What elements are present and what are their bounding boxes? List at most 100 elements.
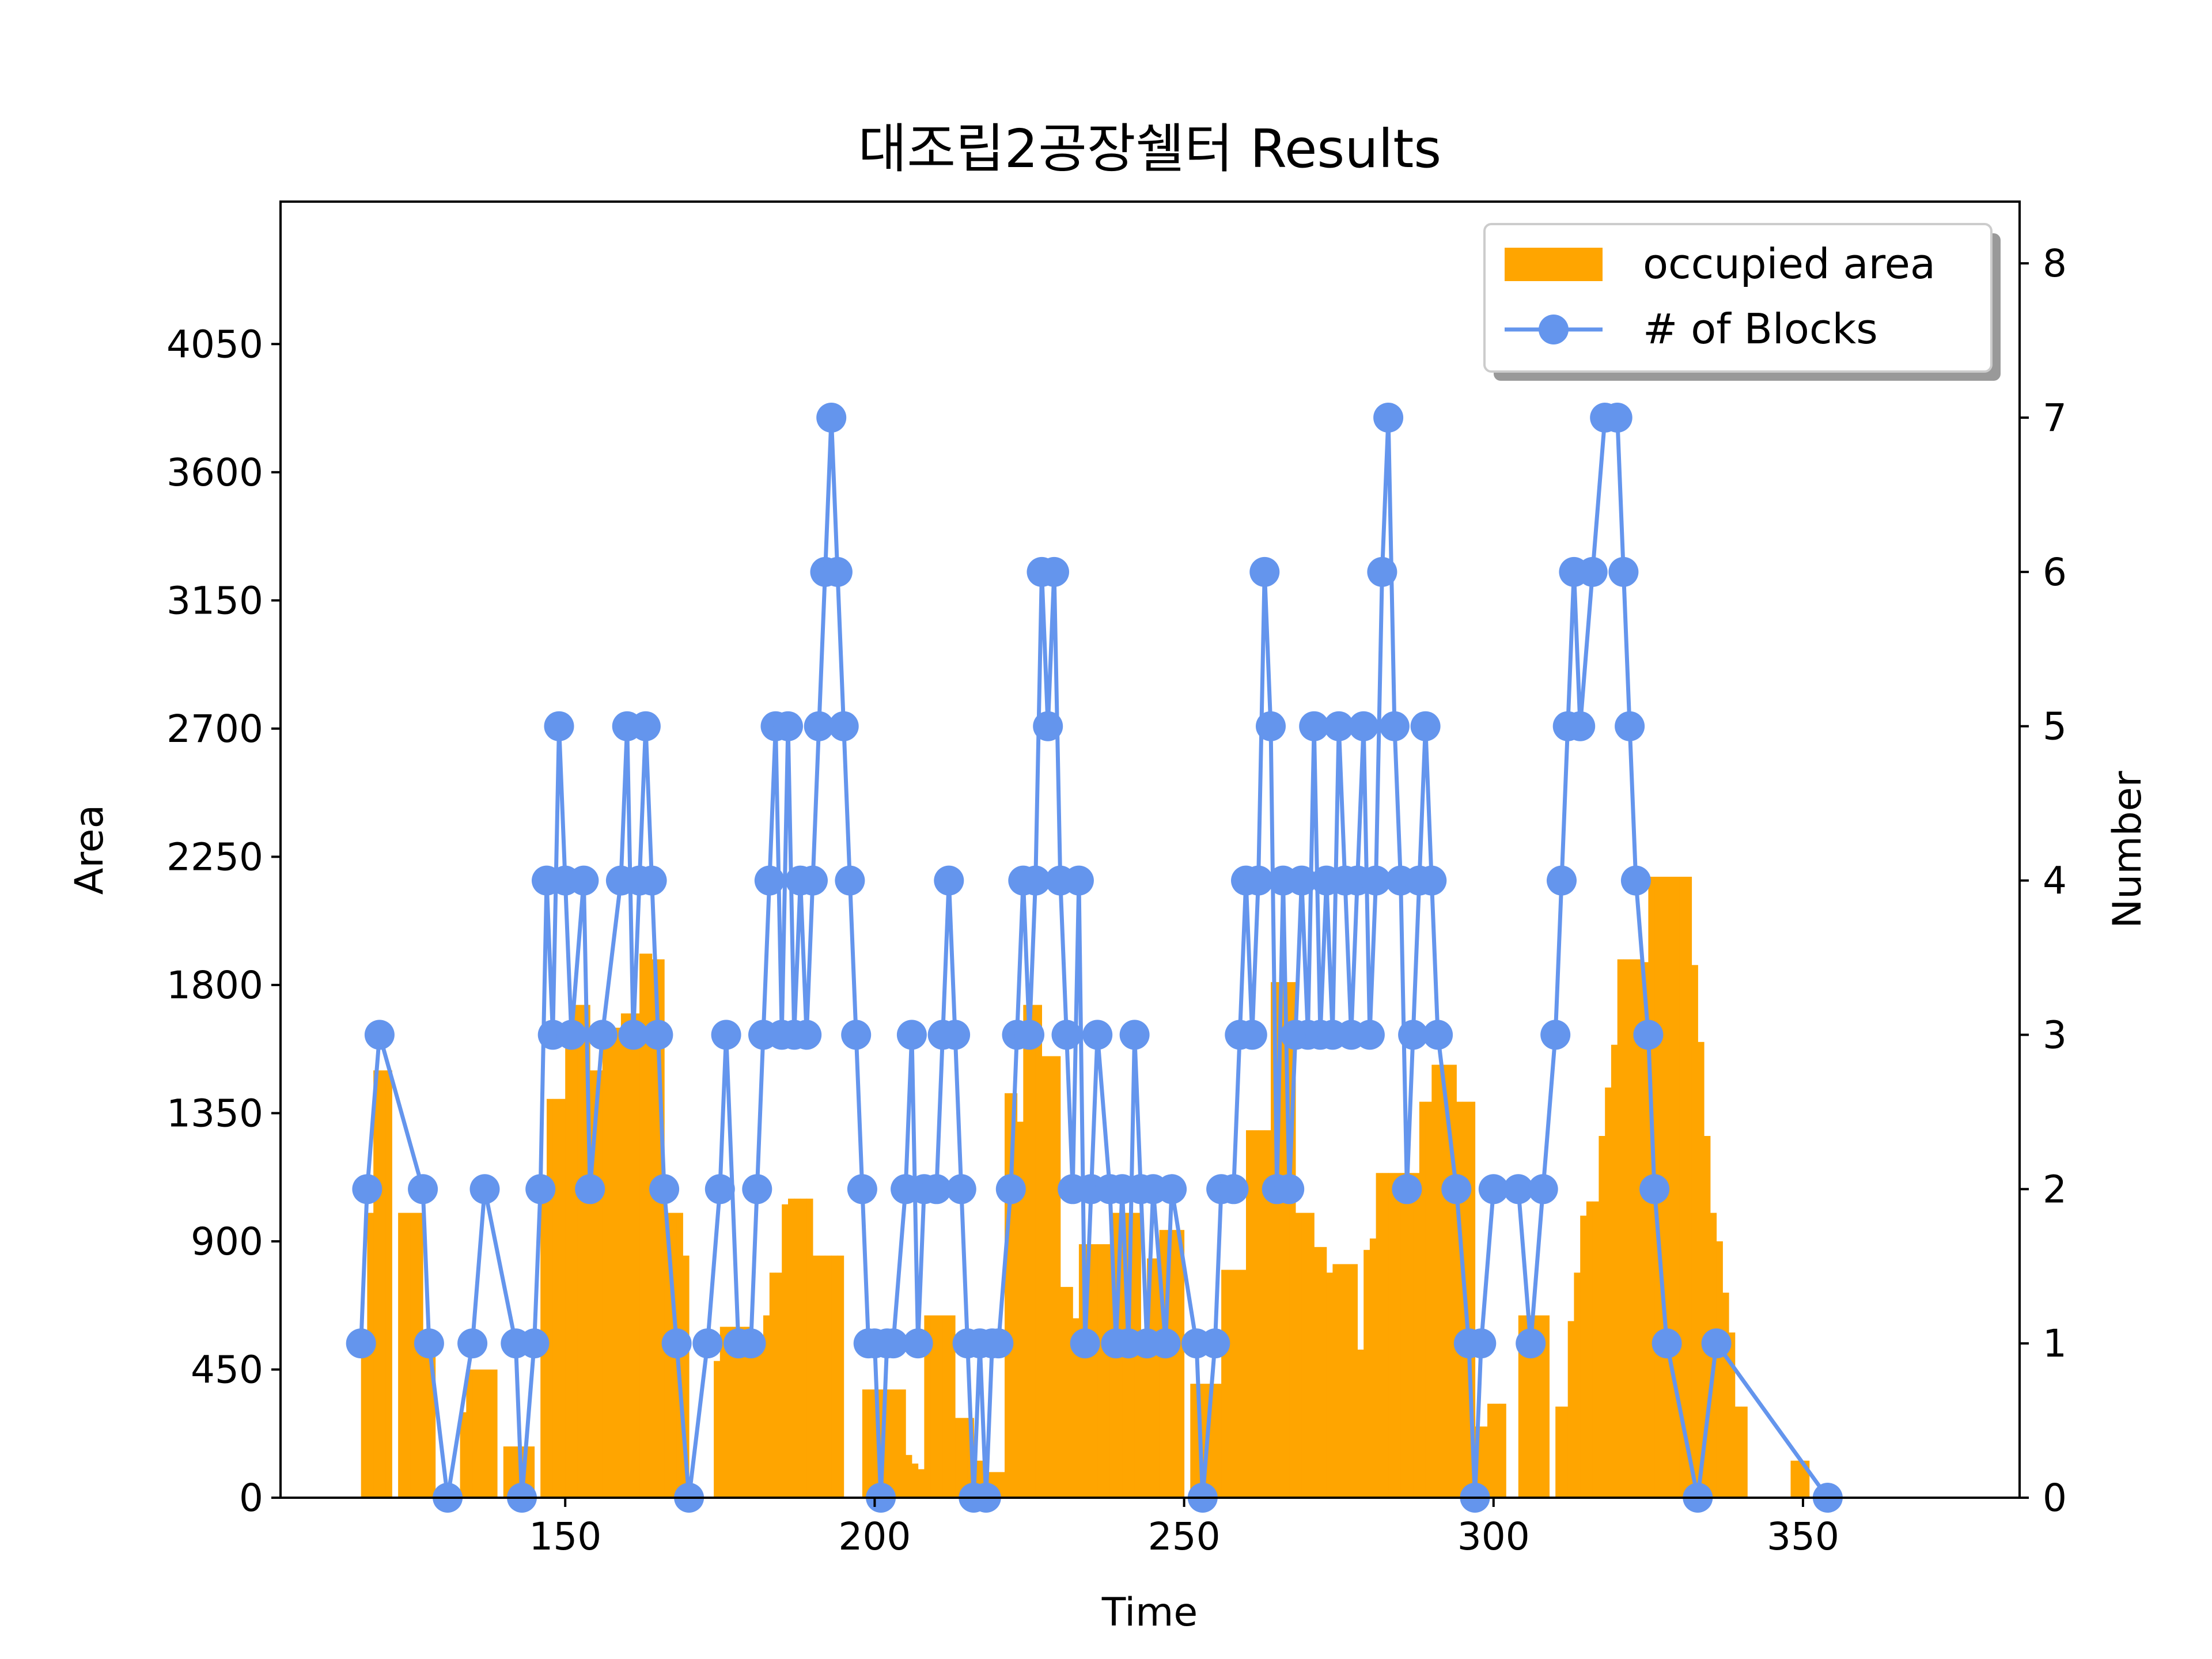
area-bar-181 <box>1592 1201 1599 1498</box>
blocks-point-140 <box>1478 1174 1509 1205</box>
blocks-point-123 <box>1349 711 1379 741</box>
area-bar-97 <box>1048 1056 1055 1498</box>
area-bar-21 <box>528 1446 535 1498</box>
x-tick-label-3: 300 <box>1457 1514 1530 1559</box>
area-bar-185 <box>1617 959 1624 1498</box>
area-bar-75 <box>911 1463 919 1498</box>
y-left-tick-label-9: 4050 <box>166 322 263 366</box>
blocks-point-27 <box>649 1174 680 1205</box>
area-bar-37 <box>633 1013 640 1498</box>
area-bar-138 <box>1308 1213 1315 1498</box>
blocks-point-24 <box>630 711 661 741</box>
area-bar-50 <box>738 1327 745 1498</box>
blocks-point-47 <box>816 403 847 433</box>
area-bar-127 <box>1240 1270 1247 1498</box>
area-bar-105 <box>1097 1244 1104 1498</box>
blocks-point-156 <box>1639 1174 1670 1205</box>
area-bar-45 <box>683 1255 690 1498</box>
area-bar-130 <box>1258 1130 1265 1498</box>
line-layer <box>346 403 1843 1513</box>
area-bar-13 <box>472 1369 479 1498</box>
blocks-point-1 <box>352 1174 382 1205</box>
area-bar-52 <box>751 1349 757 1498</box>
blocks-point-119 <box>1324 711 1354 741</box>
area-bar-39 <box>645 953 653 1498</box>
area-bar-16 <box>491 1369 498 1498</box>
area-bar-189 <box>1642 962 1649 1498</box>
area-bar-33 <box>608 1028 615 1498</box>
area-bar-104 <box>1091 1244 1098 1498</box>
area-bar-66 <box>837 1255 844 1498</box>
blocks-point-97 <box>1157 1174 1187 1205</box>
area-bar-58 <box>788 1198 795 1498</box>
area-bar-47 <box>719 1327 727 1498</box>
area-bar-24 <box>552 1099 559 1498</box>
area-bar-142 <box>1332 1264 1339 1498</box>
area-bar-74 <box>906 1455 912 1498</box>
area-bar-32 <box>602 1028 609 1498</box>
area-bar-79 <box>936 1315 944 1498</box>
area-bar-82 <box>955 1418 962 1498</box>
blocks-point-26 <box>643 1020 673 1050</box>
area-bar-154 <box>1407 1173 1414 1498</box>
area-bar-77 <box>924 1315 931 1498</box>
area-bar-193 <box>1666 877 1673 1498</box>
area-bar-119 <box>1190 1384 1197 1498</box>
area-bar-203 <box>1729 1332 1736 1498</box>
blocks-point-151 <box>1602 403 1633 433</box>
area-bar-59 <box>794 1198 801 1498</box>
blocks-point-4 <box>414 1328 444 1359</box>
area-bar-141 <box>1326 1272 1333 1498</box>
area-bar-115 <box>1159 1230 1166 1498</box>
area-bar-56 <box>775 1272 782 1498</box>
area-bar-201 <box>1716 1241 1723 1498</box>
blocks-point-124 <box>1354 1020 1385 1050</box>
y-left-tick-label-8: 3600 <box>166 450 263 495</box>
area-bar-71 <box>887 1389 894 1498</box>
area-bar-186 <box>1623 959 1630 1498</box>
area-bar-159 <box>1438 1065 1445 1498</box>
area-bar-160 <box>1444 1065 1451 1498</box>
blocks-point-106 <box>1243 865 1274 896</box>
area-bar-176 <box>1562 1406 1569 1498</box>
area-bar-42 <box>664 1213 671 1498</box>
area-bar-187 <box>1630 959 1637 1498</box>
blocks-point-141 <box>1503 1174 1533 1205</box>
blocks-point-6 <box>457 1328 488 1359</box>
area-bar-155 <box>1413 1173 1420 1498</box>
area-bar-113 <box>1147 1258 1154 1498</box>
area-bar-49 <box>732 1327 739 1498</box>
blocks-point-115 <box>1299 711 1330 741</box>
blocks-point-155 <box>1633 1020 1664 1050</box>
area-bar-116 <box>1165 1230 1172 1498</box>
area-bar-205 <box>1741 1406 1748 1498</box>
y-right-tick-label-5: 5 <box>2043 704 2067 749</box>
area-bar-34 <box>615 1028 622 1498</box>
blocks-point-72 <box>983 1328 1014 1359</box>
blocks-point-50 <box>835 865 865 896</box>
area-bar-63 <box>819 1255 825 1498</box>
area-bar-168 <box>1493 1403 1501 1498</box>
area-bar-54 <box>763 1315 770 1498</box>
blocks-point-92 <box>1119 1020 1150 1050</box>
area-bar-166 <box>1481 1426 1488 1498</box>
blocks-point-32 <box>711 1020 741 1050</box>
blocks-point-17 <box>569 865 599 896</box>
blocks-point-145 <box>1547 865 1577 896</box>
area-bar-6 <box>404 1213 411 1498</box>
area-bar-17 <box>503 1446 510 1498</box>
area-bar-170 <box>1518 1315 1525 1498</box>
area-bar-124 <box>1221 1270 1228 1498</box>
y-right-tick-label-6: 6 <box>2043 550 2067 594</box>
y-right-tick-label-8: 8 <box>2043 241 2067 286</box>
blocks-point-125 <box>1361 865 1391 896</box>
area-bar-114 <box>1153 1258 1160 1498</box>
area-bar-199 <box>1704 1136 1711 1498</box>
area-bar-175 <box>1555 1406 1562 1498</box>
blocks-point-25 <box>637 865 667 896</box>
area-bar-171 <box>1524 1315 1531 1498</box>
blocks-point-52 <box>847 1174 877 1205</box>
blocks-point-34 <box>736 1328 766 1359</box>
y-left-tick-label-2: 900 <box>191 1219 263 1264</box>
area-bar-133 <box>1277 982 1283 1498</box>
